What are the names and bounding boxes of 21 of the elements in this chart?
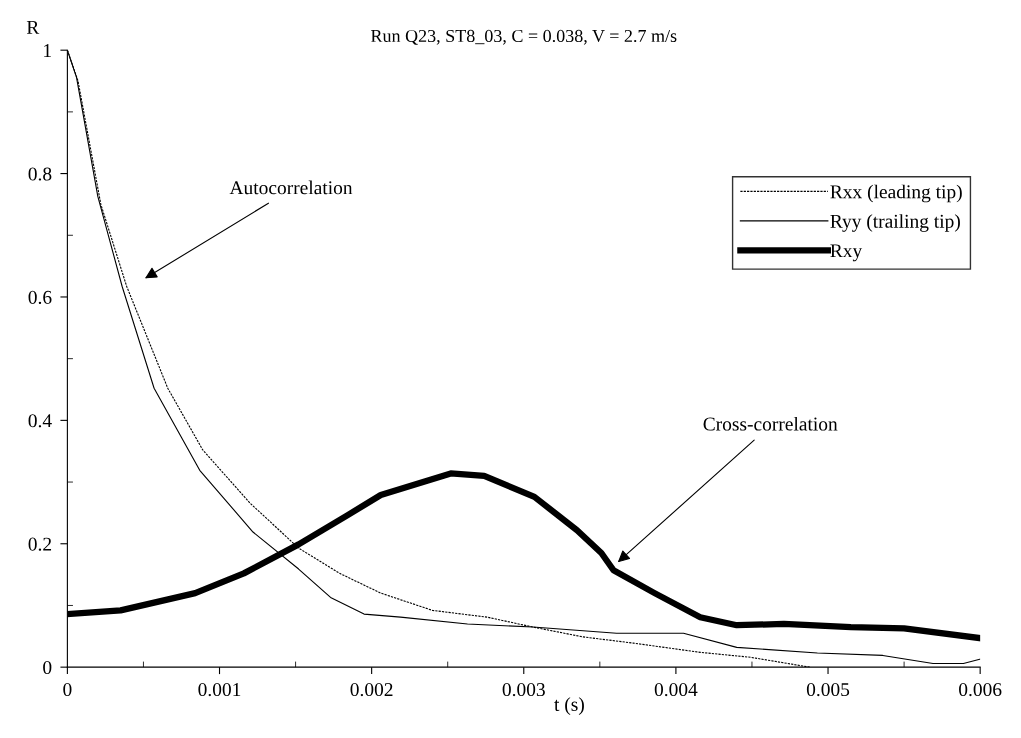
- legend-label: Rxx (leading tip): [830, 184, 962, 203]
- x-tick-label: 0.003: [502, 682, 545, 697]
- y-axis-title: R: [26, 20, 40, 34]
- legend-label: Rxy: [830, 244, 863, 262]
- y-tick-label: 0.6: [28, 290, 52, 304]
- x-tick-label: 0.004: [654, 682, 698, 697]
- y-tick-label: 1: [44, 44, 51, 57]
- x-axis-title: t (s): [554, 697, 584, 715]
- chart-title: Run Q23, ST8_03, C = 0.038, V = 2.7 m/s: [370, 29, 677, 45]
- annotation: Cross-correlation: [703, 416, 838, 431]
- x-tick-label: 0.005: [806, 682, 850, 697]
- x-tick-label: 0: [63, 682, 72, 697]
- annotation: Autocorrelation: [229, 180, 353, 195]
- y-tick-label: 0.2: [28, 537, 52, 551]
- x-tick-label: 0.002: [350, 682, 393, 697]
- y-tick-label: 0.4: [28, 414, 52, 428]
- y-tick-label: 0: [43, 660, 52, 675]
- x-tick-label: 0.001: [198, 682, 241, 697]
- legend-label: Ryy (trailing tip): [830, 214, 960, 232]
- y-tick-label: 0.8: [28, 167, 52, 181]
- x-tick-label: 0.006: [959, 682, 1002, 697]
